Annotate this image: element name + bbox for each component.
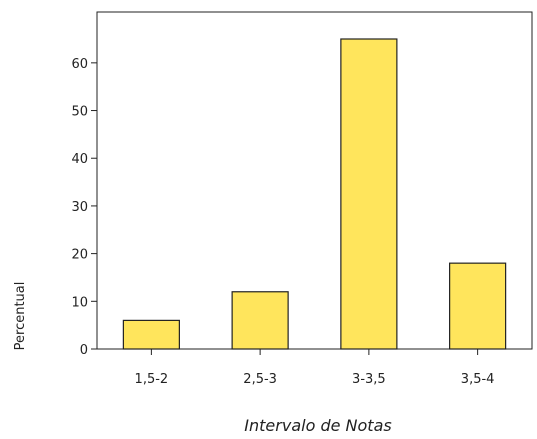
x-axis-label: Intervalo de Notas <box>244 416 391 435</box>
y-tick-label: 0 <box>80 343 88 358</box>
bar-1,5-2 <box>122 319 180 350</box>
x-axis: 1,5-2 2,5-3 3-3,5 3,5-4 <box>135 349 495 387</box>
y-tick-label: 10 <box>71 295 88 310</box>
y-tick-label: 60 <box>71 57 88 72</box>
bar-3,5-4 <box>449 262 507 350</box>
y-axis-label: Percentual <box>13 282 28 351</box>
bars <box>122 38 507 350</box>
x-tick-label: 1,5-2 <box>135 372 169 387</box>
bar-3-3,5 <box>340 38 398 350</box>
x-tick-label: 3-3,5 <box>352 372 386 387</box>
y-tick-label: 50 <box>71 105 88 120</box>
x-tick-label: 3,5-4 <box>461 372 495 387</box>
y-tick-label: 20 <box>71 248 88 263</box>
y-axis: 0 10 20 30 40 50 60 <box>71 57 97 358</box>
x-tick-label: 2,5-3 <box>243 372 277 387</box>
plot-frame <box>96 11 533 350</box>
y-tick-label: 30 <box>71 200 88 215</box>
bar-2,5-3 <box>231 291 289 350</box>
y-tick-label: 40 <box>71 152 88 167</box>
